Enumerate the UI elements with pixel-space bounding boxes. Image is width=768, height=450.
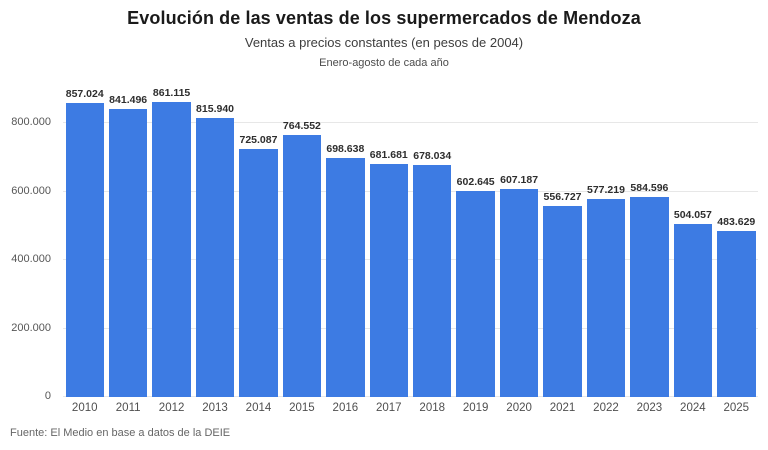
x-tick-label-2024: 2024 (680, 402, 706, 414)
bar-2016 (326, 158, 365, 397)
y-tick-label: 200.000 (11, 321, 51, 334)
plot-area: 857.024 841.496 861.115 815.940 725.087 764.5… (63, 87, 758, 397)
bar-2013 (195, 118, 235, 397)
bar-slot-2023: 584.596 (630, 95, 669, 397)
bar-value-label-2011: 841.496 (109, 94, 148, 106)
bar-value-label-2024: 504.057 (673, 209, 712, 221)
y-tick-label: 0 (44, 390, 51, 402)
bar-value-label-2018: 678.034 (413, 150, 452, 162)
bar-value-label-2022: 577.219 (586, 184, 625, 196)
gridline-600.000 (63, 190, 758, 192)
bar-value-label-2019: 602.645 (456, 176, 495, 188)
bar-2025 (717, 231, 756, 397)
bar-value-label-2017: 681.681 (369, 149, 408, 161)
y-axis: 0 200.000 400.000 600.000 800.000 (0, 95, 55, 402)
bar-slot-2014: 725.087 (239, 95, 278, 397)
bar-series: 857.024 841.496 861.115 815.940 725.087 764.5… (63, 87, 758, 397)
bar-slot-2017: 681.681 (369, 95, 408, 397)
x-tick-label-2012: 2012 (158, 402, 185, 414)
x-tick-label-2016: 2016 (332, 402, 359, 414)
bar-2023 (630, 197, 669, 397)
x-tick-label-2018: 2018 (419, 402, 446, 414)
bar-slot-2016: 698.638 (326, 95, 365, 397)
gridline-200.000 (63, 327, 758, 329)
gridline-400.000 (63, 259, 758, 260)
chart-title: Evolución de las ventas de los supermerc… (127, 8, 641, 28)
x-tick-label-2025: 2025 (723, 402, 750, 414)
bar-2012 (152, 102, 191, 397)
y-tick-label: 600.000 (11, 184, 51, 197)
bar-slot-2012: 861.115 (152, 87, 191, 397)
bar-slot-2022: 577.219 (586, 95, 626, 397)
bar-value-label-2012: 861.115 (152, 87, 191, 99)
bar-2015 (282, 135, 322, 397)
bar-value-label-2013: 815.940 (196, 103, 235, 115)
bar-2017 (369, 164, 408, 397)
bar-2020 (499, 189, 539, 397)
bar-slot-2021: 556.727 (543, 95, 582, 397)
x-axis: 2010 2011 2012 2013 2014 2015 2016 2017 2018 2019… (63, 402, 758, 417)
bar-value-label-2023: 584.596 (630, 182, 669, 194)
bar-slot-2010: 857.024 (65, 88, 104, 397)
bar-slot-2019: 602.645 (456, 95, 495, 397)
bar-2014 (239, 149, 278, 397)
chart-subtitle: Ventas a precios constantes (en pesos de… (244, 35, 524, 50)
bar-slot-2011: 841.496 (108, 94, 148, 397)
bar-value-label-2021: 556.727 (543, 191, 582, 203)
bar-2021 (543, 206, 582, 397)
x-tick-label-2021: 2021 (549, 402, 576, 414)
y-tick-label: 800.000 (11, 116, 51, 128)
bar-2018 (413, 165, 452, 397)
x-tick-label-2023: 2023 (636, 402, 663, 414)
x-tick-label-2010: 2010 (71, 402, 98, 414)
bar-2010 (65, 103, 104, 397)
bar-value-label-2015: 764.552 (282, 120, 321, 132)
x-tick-label-2011: 2011 (115, 402, 141, 414)
bar-value-label-2025: 483.629 (717, 216, 756, 228)
bar-value-label-2020: 607.187 (500, 174, 539, 186)
gridline-0 (63, 396, 758, 397)
bar-2024 (673, 224, 713, 397)
bar-slot-2018: 678.034 (413, 95, 452, 397)
x-tick-label-2017: 2017 (375, 402, 402, 414)
bar-value-label-2014: 725.087 (239, 134, 278, 146)
source-note: Fuente: El Medio en base a datos de la D… (10, 427, 231, 439)
bar-slot-2025: 483.629 (717, 95, 756, 397)
x-tick-label-2013: 2013 (202, 402, 228, 414)
bar-slot-2020: 607.187 (499, 95, 539, 397)
x-tick-label-2015: 2015 (289, 402, 315, 414)
gridline-800.000 (63, 122, 758, 123)
bar-2022 (586, 199, 626, 397)
bar-value-label-2016: 698.638 (326, 143, 365, 155)
bar-2019 (456, 191, 495, 397)
x-tick-label-2020: 2020 (506, 402, 532, 414)
y-tick-label: 400.000 (11, 253, 51, 265)
bar-slot-2024: 504.057 (673, 95, 713, 397)
x-tick-label-2022: 2022 (593, 402, 619, 414)
bar-slot-2013: 815.940 (195, 95, 235, 397)
bar-2011 (108, 109, 148, 397)
bar-value-label-2010: 857.024 (65, 88, 104, 100)
x-tick-label-2019: 2019 (462, 402, 489, 414)
x-tick-label-2014: 2014 (245, 402, 272, 414)
bar-slot-2015: 764.552 (282, 95, 322, 397)
chart-period-note: Enero-agosto de cada año (319, 57, 449, 69)
